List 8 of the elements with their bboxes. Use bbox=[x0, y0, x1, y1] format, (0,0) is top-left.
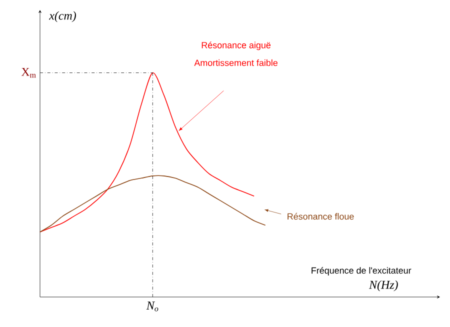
legend-label: Résonance floue bbox=[288, 212, 354, 220]
text: N$_{o}$ bbox=[146, 302, 158, 312]
x-axis-title: N(Hz) bbox=[368, 280, 398, 292]
annotation: Fréquence de l'excitateur bbox=[312, 266, 412, 276]
y-axis-title: x(cm) bbox=[49, 11, 76, 22]
text: Amortissement faible bbox=[194, 59, 278, 66]
text: Résonance aiguë bbox=[202, 42, 271, 50]
ref-line-label: X$_{m}$ bbox=[21, 68, 36, 78]
